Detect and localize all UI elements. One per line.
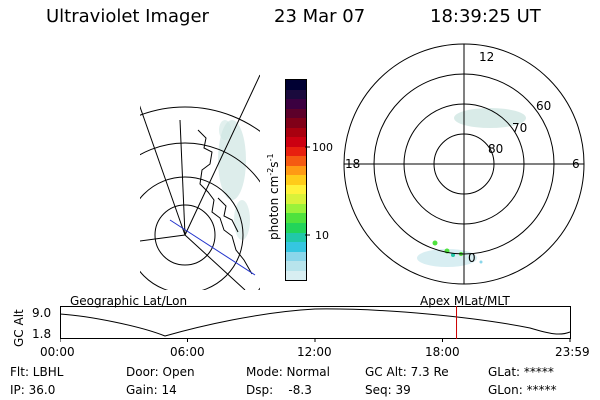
colorbar-band bbox=[286, 99, 306, 109]
time-tick-1200: 12:00 bbox=[297, 345, 332, 359]
glon-status: GLon: ***** bbox=[488, 383, 557, 397]
colorbar-band bbox=[286, 89, 306, 100]
colorbar-band bbox=[286, 80, 306, 90]
apex-mlat-mlt-title: Apex MLat/MLT bbox=[420, 294, 510, 308]
geographic-map bbox=[140, 74, 260, 290]
gc-alt-status: GC Alt: 7.3 Re bbox=[365, 365, 449, 379]
dsp-status: Dsp: -8.3 bbox=[246, 383, 312, 397]
colorbar-unit-label: photon cm-2s-1 bbox=[266, 153, 281, 240]
colorbar-band bbox=[286, 261, 306, 271]
colorbar-band bbox=[286, 203, 306, 214]
colorbar-band bbox=[286, 194, 306, 204]
altitude-timeline bbox=[60, 306, 571, 342]
time-tick-0000: 00:00 bbox=[40, 345, 75, 359]
mode-status: Mode: Normal bbox=[246, 365, 330, 379]
time-tick-0600: 06:00 bbox=[170, 345, 205, 359]
colorbar-ticks bbox=[305, 146, 310, 236]
ip-status: IP: 36.0 bbox=[10, 383, 56, 397]
observation-date: 23 Mar 07 bbox=[274, 6, 366, 27]
mlt-label-18: 18 bbox=[345, 157, 360, 171]
polar-mlt-plot: 12 18 6 0 60 70 80 bbox=[343, 43, 585, 285]
time-tick-2359: 23:59 bbox=[555, 345, 590, 359]
colorbar bbox=[285, 79, 307, 281]
colorbar-tick-10: 10 bbox=[315, 229, 329, 242]
instrument-title: Ultraviolet Imager bbox=[46, 6, 209, 27]
colorbar-band bbox=[286, 222, 306, 233]
colorbar-band bbox=[286, 251, 306, 262]
mlt-label-0: 0 bbox=[468, 251, 476, 265]
colorbar-band bbox=[286, 108, 306, 119]
lat-label-80: 80 bbox=[488, 142, 503, 156]
colorbar-band bbox=[286, 118, 306, 128]
polar-emission bbox=[417, 108, 526, 267]
observation-time: 18:39:25 UT bbox=[430, 6, 541, 27]
colorbar-band bbox=[286, 146, 306, 157]
colorbar-band bbox=[286, 156, 306, 166]
geographic-latlon-title: Geographic Lat/Lon bbox=[70, 294, 188, 308]
colorbar-tick-100: 100 bbox=[312, 141, 333, 154]
lat-label-70: 70 bbox=[512, 121, 527, 135]
gc-alt-axis-label: GC Alt bbox=[12, 309, 26, 347]
mlt-label-6: 6 bbox=[572, 157, 580, 171]
colorbar-band bbox=[286, 270, 306, 281]
glat-status: GLat: ***** bbox=[488, 365, 554, 379]
aurora-emission bbox=[218, 120, 250, 240]
gc-alt-max: 9.0 bbox=[32, 306, 52, 320]
colorbar-band bbox=[286, 127, 306, 138]
gain-status: Gain: 14 bbox=[126, 383, 177, 397]
colorbar-band bbox=[286, 242, 306, 252]
gc-alt-min: 1.8 bbox=[32, 327, 52, 341]
colorbar-band bbox=[286, 213, 306, 223]
colorbar-band bbox=[286, 184, 306, 195]
colorbar-band bbox=[286, 175, 306, 185]
filter-status: Flt: LBHL bbox=[10, 365, 64, 379]
colorbar-band bbox=[286, 137, 306, 147]
seq-status: Seq: 39 bbox=[365, 383, 411, 397]
lat-label-60: 60 bbox=[536, 99, 551, 113]
colorbar-band bbox=[286, 165, 306, 176]
colorbar-band bbox=[286, 232, 306, 243]
door-status: Door: Open bbox=[126, 365, 195, 379]
time-tick-1800: 18:00 bbox=[425, 345, 460, 359]
mlt-label-12: 12 bbox=[479, 50, 494, 64]
